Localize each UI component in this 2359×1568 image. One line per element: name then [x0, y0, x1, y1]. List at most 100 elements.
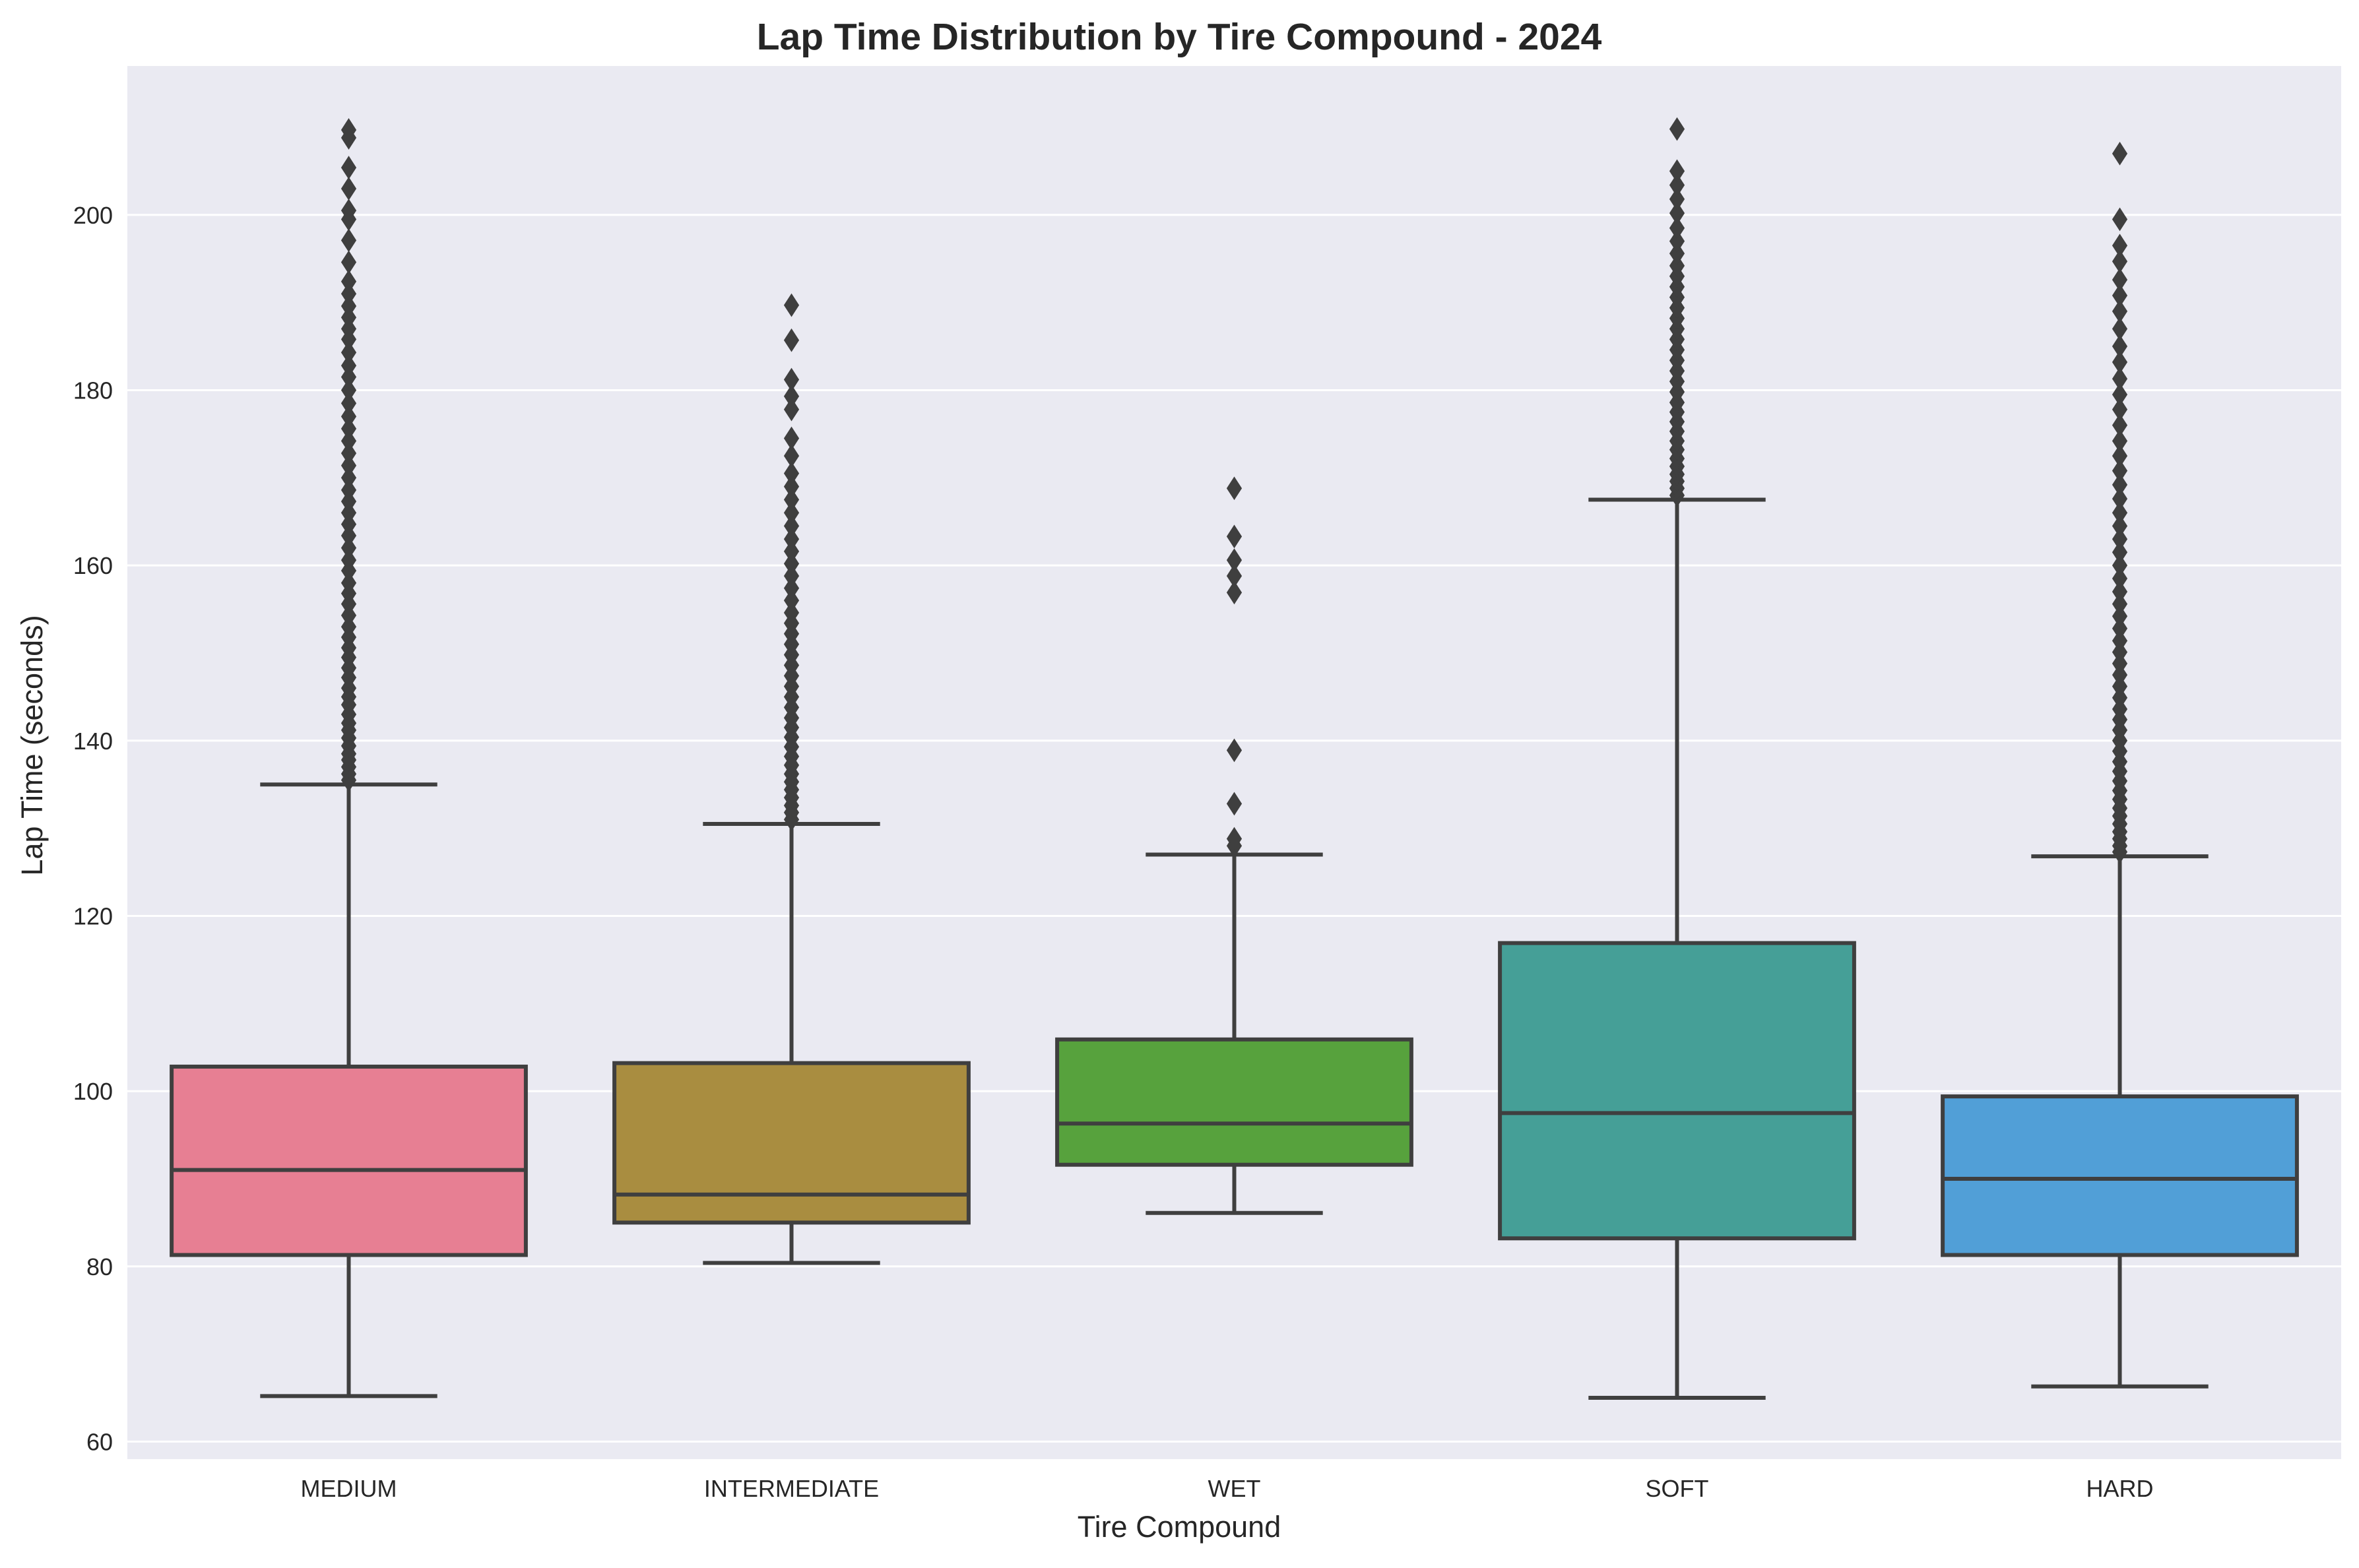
outlier-point [783, 461, 800, 486]
outlier-point [340, 466, 357, 490]
y-tick-label: 120 [73, 902, 113, 929]
outlier-point [2112, 141, 2128, 166]
outlier-point [2112, 234, 2128, 258]
outlier-point [2112, 249, 2128, 274]
outlier-point [340, 177, 357, 201]
y-tick-label: 140 [73, 728, 113, 755]
outlier-point [1669, 241, 1685, 266]
outlier-point [783, 588, 800, 613]
iqr-box[interactable] [1055, 1037, 1413, 1167]
outlier-point [340, 354, 357, 378]
outlier-point [340, 228, 357, 253]
x-tick-label: HARD [2086, 1475, 2153, 1502]
boxes [170, 117, 2299, 1400]
box-group-hard [1941, 141, 2299, 1389]
iqr-box[interactable] [170, 1064, 528, 1257]
outlier-point [1226, 827, 1243, 851]
outlier-point [2112, 350, 2128, 374]
outlier-point [340, 548, 357, 573]
iqr-box[interactable] [612, 1061, 971, 1225]
outlier-point [340, 250, 357, 274]
outlier-point [340, 404, 357, 429]
outlier-point [783, 501, 800, 525]
outlier-point [340, 453, 357, 478]
chart-title: Lap Time Distribution by Tire Compound -… [757, 16, 1602, 58]
outlier-point [783, 328, 800, 352]
outlier-point [2112, 429, 2128, 453]
outlier-point [783, 426, 800, 451]
outlier-point [2112, 397, 2128, 422]
outlier-point [2112, 473, 2128, 497]
outlier-point [1669, 117, 1685, 141]
outlier-point [340, 269, 357, 294]
outlier-point [783, 564, 800, 588]
outlier-point [340, 536, 357, 560]
outlier-point [2112, 383, 2128, 407]
y-axis-label: Lap Time (seconds) [15, 615, 49, 875]
outlier-point [2112, 540, 2128, 565]
outlier-point [340, 156, 357, 180]
box-group-soft [1498, 117, 1856, 1400]
outlier-point [1226, 548, 1243, 573]
iqr-box[interactable] [1498, 941, 1856, 1241]
outlier-point [1226, 792, 1243, 816]
outlier-point [340, 478, 357, 502]
outlier-point [1669, 173, 1685, 197]
outlier-point [340, 294, 357, 318]
outlier-point [2112, 501, 2128, 525]
outlier-point [2112, 487, 2128, 511]
outlier-point [1669, 216, 1685, 240]
outlier-point [340, 340, 357, 365]
outlier-point [1669, 201, 1685, 226]
outlier-point [783, 474, 800, 499]
tick-labels: 60 80 100 120 140 160 180 200 MEDIUM INTERMEDIATE… [73, 202, 2154, 1502]
outlier-point [340, 391, 357, 416]
outlier-point [340, 118, 357, 142]
outlier-point [783, 487, 800, 512]
outlier-point [783, 367, 800, 392]
outlier-point [2112, 580, 2128, 604]
outlier-point [2112, 527, 2128, 551]
outlier-point [1226, 564, 1243, 588]
outlier-point [2112, 268, 2128, 292]
y-tick-label: 200 [73, 202, 113, 229]
outlier-point [2112, 514, 2128, 538]
y-tick-label: 180 [73, 377, 113, 404]
box-group-medium [170, 118, 528, 1398]
x-tick-label: INTERMEDIATE [704, 1475, 879, 1502]
outlier-point [2112, 592, 2128, 616]
x-axis-label: Tire Compound [1078, 1510, 1281, 1544]
outlier-point [2112, 604, 2128, 629]
iqr-box[interactable] [1941, 1094, 2299, 1257]
outlier-point [1669, 159, 1685, 183]
x-tick-label: MEDIUM [301, 1475, 397, 1502]
box-group-intermediate [612, 293, 971, 1265]
outlier-point [2112, 367, 2128, 391]
outlier-point [2112, 553, 2128, 578]
outlier-point [340, 416, 357, 441]
outlier-point [783, 576, 800, 600]
outlier-point [2112, 299, 2128, 323]
outlier-point [783, 527, 800, 551]
y-tick-label: 100 [73, 1078, 113, 1105]
outlier-point [2112, 567, 2128, 590]
outlier-point [340, 378, 357, 402]
outlier-point [340, 429, 357, 453]
y-tick-label: 160 [73, 552, 113, 579]
outlier-point [2112, 616, 2128, 641]
x-tick-label: WET [1208, 1475, 1261, 1502]
outlier-point [2112, 334, 2128, 358]
x-tick-label: SOFT [1646, 1475, 1709, 1502]
outlier-point [2112, 444, 2128, 468]
outlier-point [2112, 458, 2128, 483]
outlier-point [340, 571, 357, 595]
outlier-point [1669, 187, 1685, 211]
y-tick-label: 60 [86, 1428, 113, 1455]
outlier-point [783, 397, 800, 422]
outlier-point [340, 199, 357, 223]
outlier-point [1226, 580, 1243, 605]
y-tick-label: 80 [86, 1253, 113, 1280]
outlier-point [783, 539, 800, 563]
